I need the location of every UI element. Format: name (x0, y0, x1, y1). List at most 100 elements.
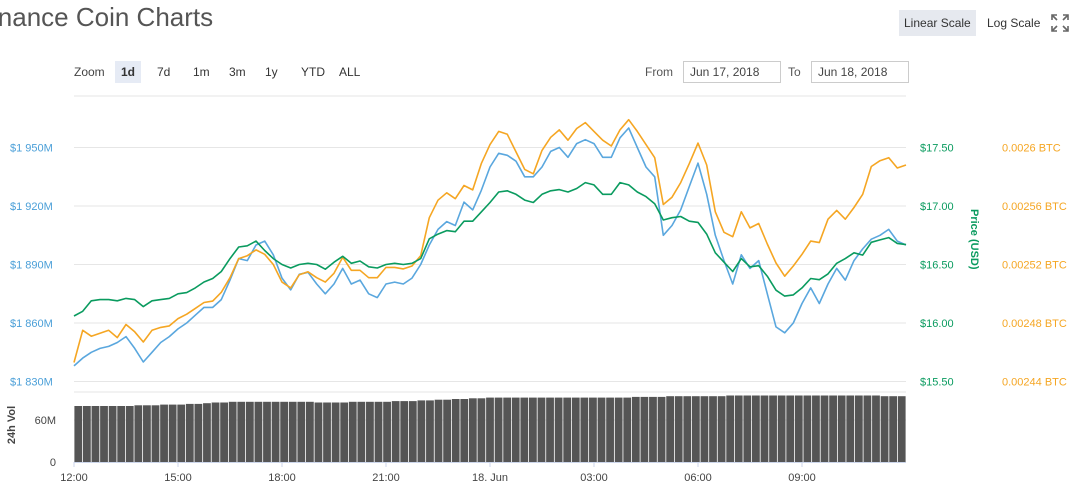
volume-bar (897, 396, 906, 462)
from-date-input[interactable]: Jun 17, 2018 (683, 61, 781, 83)
y-left-tick-label: $1 860M (10, 318, 53, 330)
volume-bar (837, 395, 846, 462)
volume-bar (546, 397, 554, 462)
y-right-axis-title: Price (USD) (968, 209, 980, 270)
volume-bar (143, 405, 151, 462)
y-left-tick-label: $1 950M (10, 143, 53, 155)
page-title: inance Coin Charts (0, 2, 214, 32)
volume-bar (649, 396, 657, 462)
volume-bar (889, 396, 898, 462)
volume-bar (760, 395, 769, 462)
volume-bar (846, 395, 855, 462)
volume-bar (417, 400, 426, 462)
volume-tick-label: 0 (50, 457, 56, 469)
zoom-button-ytd[interactable]: YTD (301, 65, 325, 79)
volume-bar (468, 398, 477, 462)
volume-bar (640, 396, 649, 462)
volume-bar (486, 397, 494, 462)
series-line-3 (73, 181, 907, 317)
volume-bar (108, 406, 117, 462)
volume-bar (529, 397, 537, 462)
volume-bar (220, 402, 228, 462)
volume-bar (880, 396, 889, 462)
volume-bar (194, 403, 203, 462)
log-scale-button[interactable]: Log Scale (987, 16, 1041, 30)
volume-tick-label: 60M (35, 415, 56, 427)
volume-bar (74, 406, 83, 462)
volume-bar (709, 396, 717, 462)
volume-bar (717, 396, 726, 462)
volume-bar (271, 401, 280, 462)
volume-bar (614, 397, 623, 462)
volume-bar (657, 396, 666, 462)
to-date-input[interactable]: Jun 18, 2018 (811, 61, 909, 83)
volume-bar (734, 395, 743, 462)
x-tick-label: 15:00 (164, 472, 192, 484)
volume-bar (400, 401, 409, 462)
volume-bar (288, 401, 297, 462)
volume-bar (606, 397, 614, 462)
volume-bar (357, 401, 366, 462)
zoom-button-1y[interactable]: 1y (265, 65, 278, 79)
y-right-btc-tick-label: 0.00256 BTC (1002, 201, 1067, 213)
zoom-button-1m[interactable]: 1m (193, 65, 210, 79)
volume-bar (245, 401, 254, 462)
series-line-2 (73, 118, 907, 363)
volume-bar (563, 397, 572, 462)
series-line-1 (73, 127, 907, 367)
y-right-usd-tick-label: $15.50 (920, 377, 954, 389)
volume-bar (443, 399, 451, 462)
x-tick-label: 18. Jun (472, 472, 508, 484)
volume-axis-title: 24h Vol (6, 406, 18, 444)
x-tick-label: 06:00 (684, 472, 712, 484)
volume-bar (623, 397, 632, 462)
expand-icon[interactable] (1050, 13, 1070, 33)
volume-bar (863, 395, 872, 462)
volume-bar (777, 395, 786, 462)
volume-bar (580, 397, 589, 462)
y-right-usd-tick-label: $17.50 (920, 143, 954, 155)
volume-bar (228, 401, 237, 462)
y-right-usd-tick-label: $16.50 (920, 260, 954, 272)
volume-bar (254, 401, 263, 462)
volume-bar (117, 406, 126, 462)
zoom-button-3m[interactable]: 3m (229, 65, 246, 79)
volume-bar (151, 405, 160, 462)
y-right-btc-tick-label: 0.00244 BTC (1002, 377, 1067, 389)
y-left-tick-label: $1 890M (10, 260, 53, 272)
zoom-label: Zoom (74, 65, 105, 79)
linear-scale-button[interactable]: Linear Scale (899, 10, 976, 36)
volume-bar (305, 401, 314, 462)
volume-bar (374, 401, 383, 462)
volume-bar (434, 399, 443, 462)
volume-bar (460, 399, 469, 462)
y-left-tick-label: $1 920M (10, 201, 53, 213)
volume-bar (554, 397, 563, 462)
volume-bar (451, 399, 460, 462)
volume-bar (494, 397, 503, 462)
zoom-button-all[interactable]: ALL (339, 65, 361, 79)
zoom-button-1d[interactable]: 1d (115, 61, 142, 83)
volume-bar (314, 402, 323, 462)
volume-bar (726, 395, 735, 462)
volume-bar (100, 406, 108, 462)
volume-bar (297, 401, 306, 462)
from-label: From (645, 65, 673, 79)
volume-bar (263, 401, 271, 462)
y-right-usd-tick-label: $16.00 (920, 318, 954, 330)
volume-bar (829, 395, 837, 462)
volume-bar (631, 396, 640, 462)
volume-bar (820, 395, 829, 462)
x-tick-label: 18:00 (268, 472, 296, 484)
volume-bar (408, 401, 417, 462)
x-tick-label: 09:00 (788, 472, 816, 484)
y-right-btc-tick-label: 0.00252 BTC (1002, 260, 1067, 272)
to-label: To (788, 65, 801, 79)
zoom-button-7d[interactable]: 7d (157, 65, 171, 79)
volume-bar (571, 397, 580, 462)
y-right-btc-tick-label: 0.00248 BTC (1002, 318, 1067, 330)
volume-bar (769, 395, 777, 462)
volume-bar (854, 395, 863, 462)
volume-bar (503, 397, 512, 462)
